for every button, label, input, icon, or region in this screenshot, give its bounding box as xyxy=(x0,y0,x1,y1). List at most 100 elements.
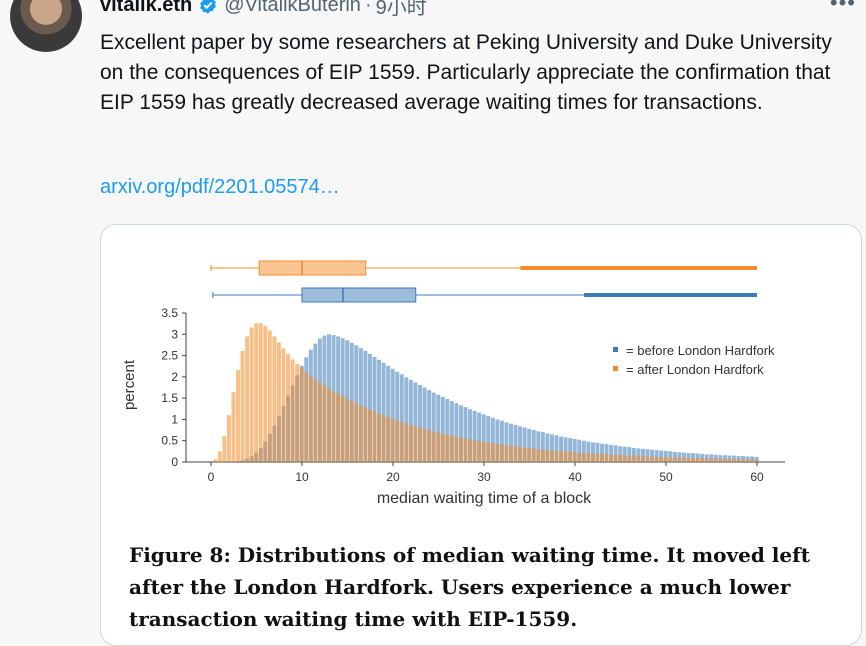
bar-after xyxy=(686,457,691,462)
display-name[interactable]: vitalik.eth xyxy=(100,0,193,16)
bar-after xyxy=(372,411,377,462)
bar-before xyxy=(736,456,741,462)
bar-before xyxy=(422,387,427,462)
bar-before xyxy=(654,450,659,462)
bar-after xyxy=(272,336,277,462)
bar-after xyxy=(308,376,313,462)
legend-label-before: = before London Hardfork xyxy=(626,343,775,358)
legend: = before London Hardfork = after London … xyxy=(613,343,775,377)
avatar[interactable] xyxy=(10,0,82,52)
bar-before xyxy=(527,428,532,462)
bar-after xyxy=(267,330,272,462)
x-tick-label: 20 xyxy=(386,470,400,484)
bar-after xyxy=(299,368,304,462)
bar-after xyxy=(231,392,236,462)
bar-before xyxy=(704,454,709,462)
bar-after xyxy=(472,440,477,462)
bar-after xyxy=(245,336,250,462)
bar-after xyxy=(722,459,727,462)
bar-after xyxy=(613,454,618,462)
bar-after xyxy=(536,449,541,462)
bar-after xyxy=(590,453,595,462)
user-handle[interactable]: @VitalikButerin xyxy=(224,0,361,16)
bar-before xyxy=(408,379,413,462)
bar-before xyxy=(418,384,422,462)
bar-before xyxy=(522,427,527,462)
more-horizontal-icon[interactable]: ••• xyxy=(829,0,856,15)
bar-before xyxy=(645,449,650,462)
bar-after xyxy=(531,448,536,462)
bar-after xyxy=(222,436,227,462)
bar-before xyxy=(722,455,727,462)
boxplot-box xyxy=(258,260,367,276)
y-tick-label: 2 xyxy=(171,370,178,384)
bar-after xyxy=(540,449,545,462)
bar-after xyxy=(695,458,700,462)
media-card[interactable]: 0 0.5 1 1.5 2 2.5 3 3.5 0 10 20 30 40 50 60 percent me… xyxy=(100,224,862,646)
bar-before xyxy=(499,420,504,462)
bar-after xyxy=(281,348,286,462)
bar-before xyxy=(559,436,564,462)
bar-after xyxy=(754,459,759,462)
bar-after xyxy=(213,459,218,462)
bar-before xyxy=(381,362,386,462)
bar-after xyxy=(563,451,568,462)
bar-before xyxy=(486,416,491,462)
bar-after xyxy=(295,364,300,462)
bar-before xyxy=(495,419,500,462)
y-tick-label: 0 xyxy=(171,455,178,469)
paper-link[interactable]: arxiv.org/pdf/2201.05574… xyxy=(100,176,340,198)
boxplot-box xyxy=(301,287,417,303)
bar-before xyxy=(659,450,664,462)
bar-before xyxy=(390,368,395,462)
tweet-timestamp[interactable]: 9小时 xyxy=(375,0,427,19)
x-tick-label: 30 xyxy=(477,470,491,484)
bar-after xyxy=(345,398,350,462)
bar-before xyxy=(536,431,541,462)
bar-after xyxy=(313,379,318,462)
bar-before xyxy=(468,409,473,462)
bar-after xyxy=(731,459,736,462)
bar-before xyxy=(668,451,673,462)
bar-after xyxy=(336,393,341,462)
bar-after xyxy=(704,458,709,462)
bar-after xyxy=(481,441,486,462)
y-tick-label: 1 xyxy=(171,412,178,426)
bar-after xyxy=(672,457,677,462)
boxplot-layer xyxy=(210,260,757,303)
bar-after xyxy=(399,421,404,462)
bar-after xyxy=(304,372,309,462)
y-tick-label: 0.5 xyxy=(161,434,178,448)
bar-after xyxy=(549,450,554,462)
bar-before xyxy=(481,414,486,462)
bar-before xyxy=(663,450,668,462)
header-separator: · xyxy=(364,0,372,16)
bar-after xyxy=(713,458,718,462)
bar-before xyxy=(531,430,536,462)
bar-before xyxy=(686,453,691,462)
bar-before xyxy=(636,448,641,462)
bar-after xyxy=(358,405,363,462)
bar-before xyxy=(554,435,559,462)
bar-after xyxy=(317,382,322,462)
bar-before xyxy=(741,456,746,462)
bar-before xyxy=(609,444,614,462)
bar-before xyxy=(709,454,714,462)
bar-before xyxy=(731,455,736,462)
bar-before xyxy=(399,374,404,462)
bar-after xyxy=(659,456,664,462)
bar-after xyxy=(381,415,386,462)
bar-after xyxy=(367,409,372,462)
bar-after xyxy=(577,452,582,462)
bar-after xyxy=(263,325,268,462)
y-tick-label: 3 xyxy=(171,327,178,341)
bar-after xyxy=(454,436,459,462)
bar-after xyxy=(559,451,564,462)
y-tick-label: 3.5 xyxy=(161,306,178,320)
bar-before xyxy=(509,423,513,462)
bar-after xyxy=(581,453,586,462)
bar-before xyxy=(681,452,686,462)
legend-text-after: after London Hardfork xyxy=(637,362,764,377)
bar-before xyxy=(677,452,682,462)
bar-before xyxy=(477,412,482,462)
